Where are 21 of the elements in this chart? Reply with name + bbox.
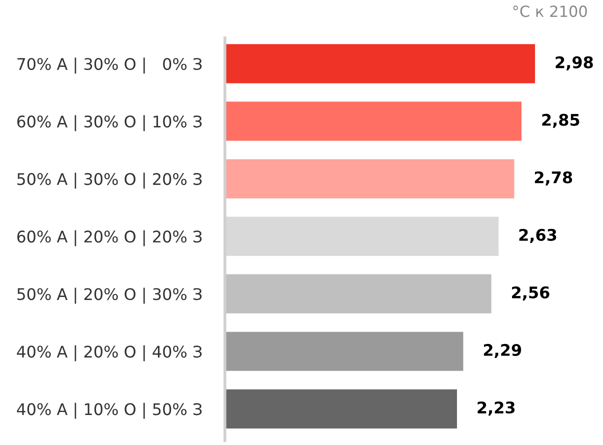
- bar: [224, 274, 492, 314]
- bar: [224, 332, 464, 371]
- data-label: 2,56: [512, 286, 550, 301]
- data-label: 2,78: [534, 171, 572, 186]
- bar: [224, 389, 457, 428]
- data-label: 2,98: [556, 56, 593, 70]
- data-label: 2,85: [542, 114, 580, 128]
- y-tick-label: 40% А | 20% О | 40% З: [16, 345, 202, 362]
- y-tick-label: 50% А | 30% О | 20% З: [17, 172, 202, 189]
- data-label: 2,29: [484, 344, 522, 358]
- y-tick-label: 40% А | 10% О | 50% З: [16, 402, 202, 419]
- y-tick-label: 60% А | 30% О | 10% З: [17, 115, 202, 132]
- bar: [224, 159, 514, 198]
- data-label: 2,63: [519, 228, 556, 243]
- bar: [224, 102, 522, 141]
- y-tick-label: 70% А | 30% О | 0% З: [17, 58, 202, 74]
- data-label: 2,23: [478, 401, 515, 416]
- chart-title: °C к 2100: [513, 6, 587, 18]
- bar: [224, 44, 536, 84]
- y-tick-label: 50% А | 20% О | 30% З: [17, 288, 202, 304]
- y-tick-label: 60% А | 20% О | 20% З: [17, 230, 202, 246]
